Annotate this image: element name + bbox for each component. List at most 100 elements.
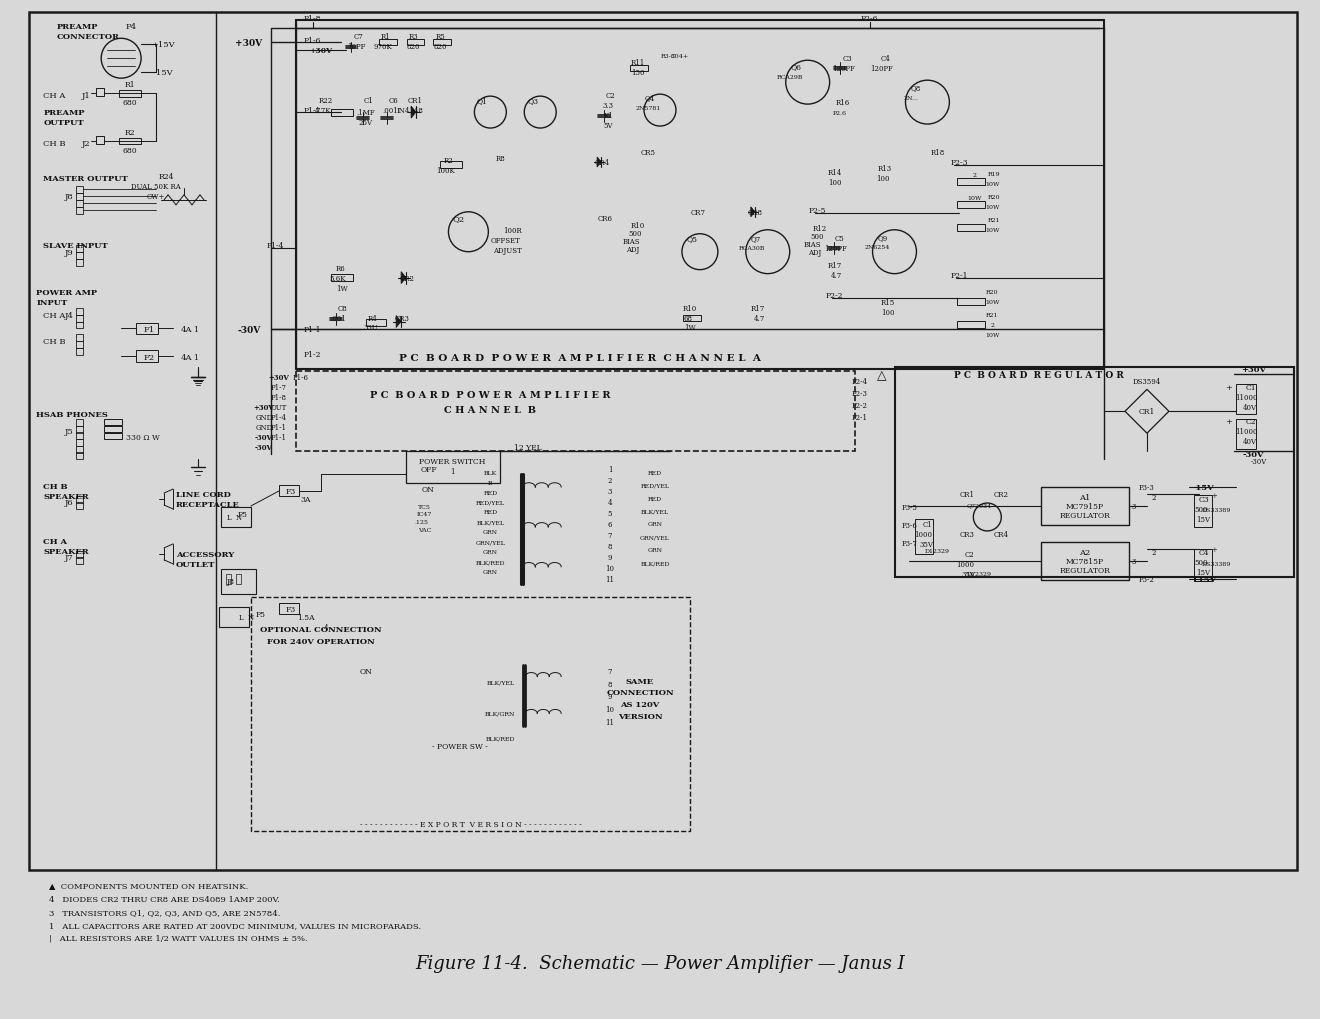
Text: 10PF: 10PF (347, 43, 366, 51)
Text: CR2: CR2 (994, 490, 1008, 498)
Text: 120PF: 120PF (870, 65, 892, 73)
Text: 5: 5 (607, 510, 612, 518)
Text: 2N...: 2N... (904, 96, 919, 101)
Text: 680: 680 (123, 147, 137, 155)
Text: 40V: 40V (1242, 404, 1257, 412)
Text: 10W: 10W (968, 196, 982, 201)
Text: 330 Ω W: 330 Ω W (127, 434, 160, 442)
Text: INPUT: INPUT (37, 299, 67, 307)
Text: GRN/YEL: GRN/YEL (475, 540, 506, 545)
Text: +30V: +30V (268, 374, 289, 382)
Text: CONNECTOR: CONNECTOR (57, 34, 119, 41)
Text: 1W: 1W (335, 284, 347, 292)
Text: C1: C1 (923, 521, 932, 529)
Text: P2-2: P2-2 (826, 291, 843, 300)
Text: 3: 3 (1131, 557, 1137, 566)
Text: SLAVE INPUT: SLAVE INPUT (44, 242, 108, 250)
Polygon shape (411, 107, 416, 119)
Text: 11: 11 (606, 718, 615, 727)
Text: P1-2: P1-2 (304, 352, 322, 359)
Bar (251, 597, 690, 832)
Text: CR4: CR4 (994, 531, 1008, 538)
Text: P2-2: P2-2 (851, 401, 867, 410)
Text: 4   DIODES CR2 THRU CR8 ARE DS4089 1AMP 200V.: 4 DIODES CR2 THRU CR8 ARE DS4089 1AMP 20… (49, 895, 280, 903)
Text: FOR 240V OPERATION: FOR 240V OPERATION (267, 637, 375, 645)
Text: -15V: -15V (153, 69, 173, 77)
Text: HSAB PHONES: HSAB PHONES (37, 411, 108, 419)
Text: A2: A2 (1080, 548, 1090, 556)
Text: R10: R10 (631, 221, 645, 229)
Text: 2: 2 (1152, 548, 1156, 556)
Text: 1: 1 (607, 466, 612, 474)
Text: CR3: CR3 (960, 531, 974, 538)
Text: LINE CORD: LINE CORD (176, 490, 231, 498)
Text: OUTPUT: OUTPUT (44, 119, 84, 127)
Text: 12 YEL: 12 YEL (515, 443, 543, 451)
Text: 1: 1 (194, 326, 198, 334)
Text: R10: R10 (682, 305, 697, 312)
Text: SPEAKER: SPEAKER (44, 547, 88, 555)
Bar (96, 89, 104, 97)
Text: OPTIONAL CONNECTION: OPTIONAL CONNECTION (260, 625, 381, 633)
Text: P2-1: P2-1 (950, 271, 968, 279)
Text: 3: 3 (609, 487, 612, 495)
Text: R3-3: R3-3 (660, 54, 676, 59)
Text: +: + (1210, 491, 1217, 499)
Text: P2-3: P2-3 (851, 390, 867, 398)
Text: RED: RED (648, 470, 663, 475)
Text: P1-7: P1-7 (304, 107, 322, 115)
Text: CW+: CW+ (147, 193, 165, 201)
Text: R18: R18 (931, 149, 945, 157)
Text: CH A: CH A (44, 311, 66, 319)
Text: RED: RED (648, 496, 663, 501)
Text: P3-2: P3-2 (1139, 576, 1155, 583)
Bar (77, 433, 83, 440)
Text: |   ALL RESISTORS ARE 1/2 WATT VALUES IN OHMS ± 5%.: | ALL RESISTORS ARE 1/2 WATT VALUES IN O… (49, 933, 308, 942)
Text: .1MF: .1MF (356, 109, 375, 117)
Bar (407, 40, 425, 46)
Bar (957, 299, 985, 306)
Text: 35V: 35V (961, 571, 975, 578)
Text: Q7: Q7 (751, 234, 760, 243)
Text: 4: 4 (323, 623, 327, 631)
Bar (226, 575, 231, 584)
Bar (1236, 385, 1255, 415)
Text: R16: R16 (836, 99, 850, 107)
Text: 100R: 100R (503, 226, 521, 234)
Text: 4A: 4A (181, 326, 191, 334)
Text: 3A: 3A (301, 495, 312, 503)
Bar (77, 335, 83, 342)
Text: RECEPTACLE: RECEPTACLE (176, 500, 240, 508)
Text: CR4: CR4 (594, 159, 610, 167)
Text: TC5: TC5 (418, 504, 430, 510)
Text: P3-5: P3-5 (902, 503, 917, 512)
Text: 1000: 1000 (915, 531, 932, 538)
Text: .001: .001 (331, 314, 347, 322)
Text: 500: 500 (810, 232, 824, 240)
Text: - - - - - - - - - - - - E X P O R T  V E R S I O N - - - - - - - - - - - -: - - - - - - - - - - - - E X P O R T V E … (359, 820, 581, 828)
Text: BLK/GRN: BLK/GRN (486, 711, 516, 716)
Text: C4: C4 (880, 55, 891, 63)
Text: -30V: -30V (255, 434, 273, 442)
Text: 4.7: 4.7 (832, 271, 842, 279)
Text: SPEAKER: SPEAKER (44, 492, 88, 500)
Bar (104, 434, 123, 440)
Text: 10W: 10W (985, 300, 999, 305)
Text: R1: R1 (125, 82, 136, 89)
Text: R12: R12 (813, 224, 826, 232)
Text: C6: C6 (388, 97, 399, 105)
Text: BLK/YEL: BLK/YEL (477, 520, 504, 525)
Text: DS33389: DS33389 (1203, 507, 1232, 512)
Text: P2-1: P2-1 (851, 414, 867, 422)
Text: 7: 7 (607, 666, 612, 675)
Text: P1-1: P1-1 (271, 424, 286, 432)
Text: P4: P4 (125, 23, 137, 32)
Text: BLK: BLK (483, 470, 498, 475)
Text: C04+: C04+ (671, 54, 689, 59)
Text: 9: 9 (607, 553, 612, 561)
Text: F2: F2 (144, 354, 154, 362)
Text: 2: 2 (990, 323, 994, 328)
Text: GND: GND (255, 414, 272, 422)
Text: MASTER OUTPUT: MASTER OUTPUT (44, 174, 128, 182)
Text: C2: C2 (606, 92, 615, 100)
